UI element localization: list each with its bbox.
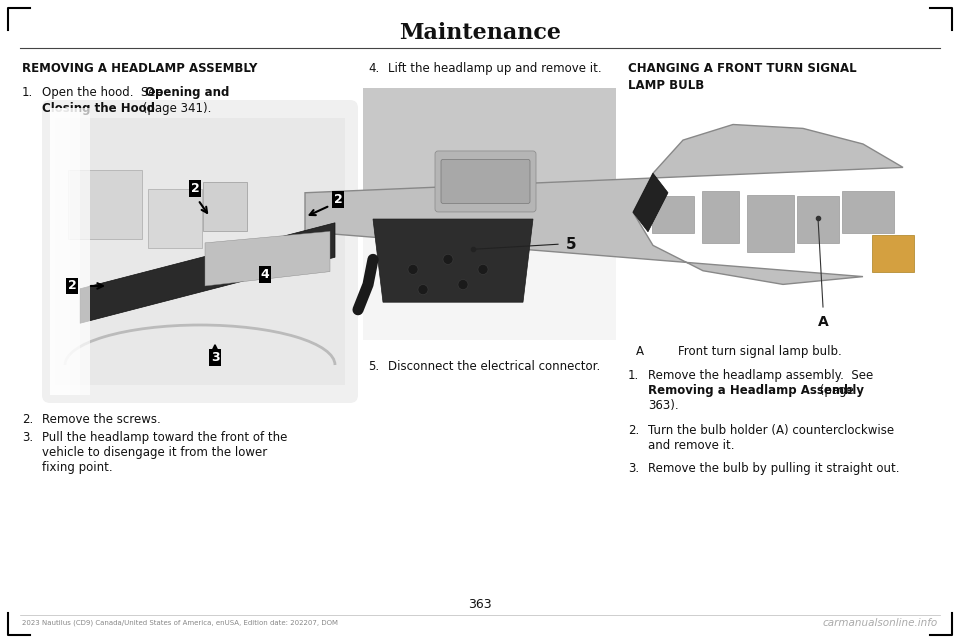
Text: Front turn signal lamp bulb.: Front turn signal lamp bulb. xyxy=(678,345,842,358)
Text: Remove the bulb by pulling it straight out.: Remove the bulb by pulling it straight o… xyxy=(648,462,900,475)
Polygon shape xyxy=(50,108,90,395)
Circle shape xyxy=(478,264,488,275)
Polygon shape xyxy=(633,173,668,231)
FancyBboxPatch shape xyxy=(68,170,142,239)
Text: Closing the Hood: Closing the Hood xyxy=(42,102,155,115)
Text: and remove it.: and remove it. xyxy=(648,439,734,452)
FancyBboxPatch shape xyxy=(148,189,202,248)
FancyBboxPatch shape xyxy=(747,195,794,252)
FancyBboxPatch shape xyxy=(797,195,839,242)
Polygon shape xyxy=(50,108,70,395)
Text: 1.: 1. xyxy=(22,86,34,99)
FancyBboxPatch shape xyxy=(872,235,914,272)
Text: fixing point.: fixing point. xyxy=(42,461,112,474)
Text: CHANGING A FRONT TURN SIGNAL: CHANGING A FRONT TURN SIGNAL xyxy=(628,62,856,75)
Text: 3.: 3. xyxy=(628,462,639,475)
Circle shape xyxy=(443,255,453,264)
Text: Removing a Headlamp Assembly: Removing a Headlamp Assembly xyxy=(648,384,864,397)
Text: 4: 4 xyxy=(260,268,270,281)
Text: 4.: 4. xyxy=(368,62,379,75)
Text: 3: 3 xyxy=(210,351,219,364)
FancyBboxPatch shape xyxy=(842,191,894,233)
Polygon shape xyxy=(205,231,330,286)
FancyBboxPatch shape xyxy=(42,100,358,403)
Text: vehicle to disengage it from the lower: vehicle to disengage it from the lower xyxy=(42,446,267,459)
Polygon shape xyxy=(80,223,335,323)
Polygon shape xyxy=(305,125,903,284)
Text: Pull the headlamp toward the front of the: Pull the headlamp toward the front of th… xyxy=(42,431,287,444)
Text: Lift the headlamp up and remove it.: Lift the headlamp up and remove it. xyxy=(388,62,602,75)
FancyBboxPatch shape xyxy=(702,190,739,242)
FancyBboxPatch shape xyxy=(363,88,616,340)
FancyBboxPatch shape xyxy=(441,159,530,203)
Text: 2: 2 xyxy=(334,194,343,206)
Text: Opening and: Opening and xyxy=(145,86,229,99)
Text: 2: 2 xyxy=(67,280,77,293)
Polygon shape xyxy=(55,118,345,385)
Text: Open the hood.  See: Open the hood. See xyxy=(42,86,167,99)
Text: 363).: 363). xyxy=(648,399,679,412)
Text: 3.: 3. xyxy=(22,431,34,444)
Text: 2.: 2. xyxy=(628,424,639,437)
Text: Disconnect the electrical connector.: Disconnect the electrical connector. xyxy=(388,360,600,373)
Text: 2: 2 xyxy=(191,182,200,195)
Text: Remove the headlamp assembly.  See: Remove the headlamp assembly. See xyxy=(648,369,874,382)
Text: (page: (page xyxy=(816,384,853,397)
Text: (page 341).: (page 341). xyxy=(139,102,211,115)
Text: 2.: 2. xyxy=(22,413,34,426)
Circle shape xyxy=(408,264,418,275)
Text: carmanualsonline.info: carmanualsonline.info xyxy=(823,618,938,628)
Text: LAMP BULB: LAMP BULB xyxy=(628,79,705,92)
Text: Remove the screws.: Remove the screws. xyxy=(42,413,160,426)
Polygon shape xyxy=(50,108,80,395)
Text: Maintenance: Maintenance xyxy=(399,22,561,44)
Circle shape xyxy=(418,285,428,294)
Text: 5.: 5. xyxy=(368,360,379,373)
Text: REMOVING A HEADLAMP ASSEMBLY: REMOVING A HEADLAMP ASSEMBLY xyxy=(22,62,257,75)
FancyBboxPatch shape xyxy=(623,105,938,300)
FancyBboxPatch shape xyxy=(203,181,247,231)
Polygon shape xyxy=(373,219,533,302)
Polygon shape xyxy=(363,88,616,226)
Text: Turn the bulb holder (A) counterclockwise: Turn the bulb holder (A) counterclockwis… xyxy=(648,424,894,437)
Text: 363: 363 xyxy=(468,599,492,611)
FancyBboxPatch shape xyxy=(435,151,536,212)
Text: A: A xyxy=(636,345,644,358)
Text: 1.: 1. xyxy=(628,369,639,382)
Text: A: A xyxy=(818,315,828,329)
Text: 5: 5 xyxy=(566,237,577,252)
Circle shape xyxy=(458,280,468,289)
FancyBboxPatch shape xyxy=(652,195,694,233)
Text: 2023 Nautilus (CD9) Canada/United States of America, enUSA, Edition date: 202207: 2023 Nautilus (CD9) Canada/United States… xyxy=(22,620,338,626)
